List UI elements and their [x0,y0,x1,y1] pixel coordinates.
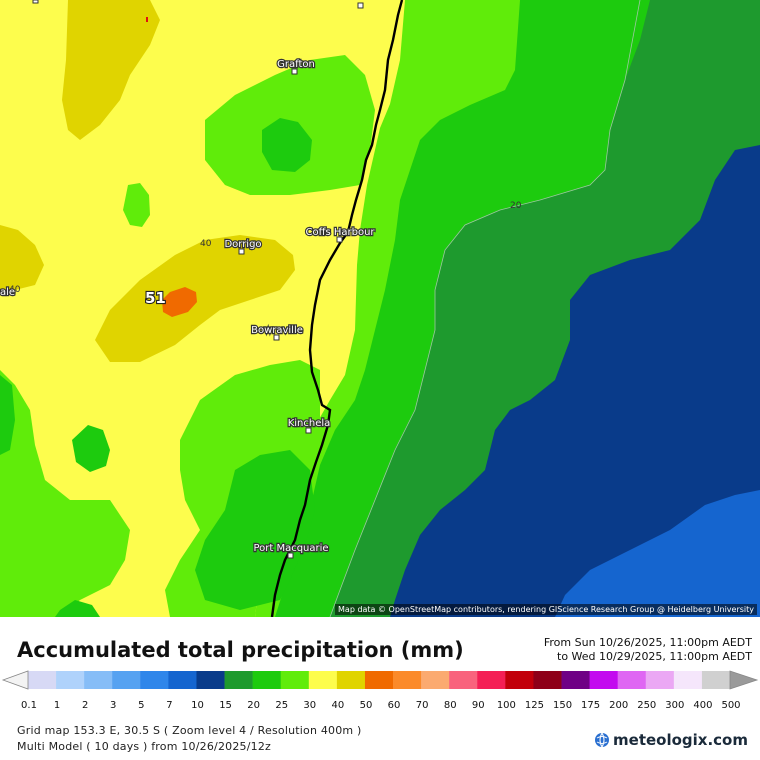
legend-swatch [393,671,422,689]
legend-tick-label: 150 [553,700,572,711]
map-canvas: Grafton Dorrigo Coffs Harbour Bowraville… [0,0,760,617]
legend-tick-label: 10 [191,700,204,711]
legend-tick-label: 200 [609,700,628,711]
red-marker [146,17,148,22]
brand-logo[interactable]: meteologix.com [594,731,748,749]
legend-tick-label: 90 [472,700,485,711]
legend-tick-label: 5 [138,700,144,711]
legend-swatch [140,671,169,689]
legend-swatch [84,671,113,689]
legend-swatch [252,671,282,689]
band-20-25-blob-sw [55,600,100,617]
legend-swatch [421,671,450,689]
band-20-25-south [195,450,315,610]
legend-swatch [477,671,506,689]
legend-tick-label: 1 [54,700,60,711]
city-label-kinchela: Kinchela [288,418,331,429]
globe-icon [595,732,610,748]
band-7-10 [555,490,760,617]
city-label-port-macquarie: Port Macquarie [253,543,328,554]
model-info: Multi Model ( 10 days ) from 10/26/2025/… [17,740,272,753]
legend-tick-label: 60 [388,700,401,711]
city-label-grafton: Grafton [277,59,315,70]
time-range-from: From Sun 10/26/2025, 11:00pm AEDT [543,636,752,649]
band-10-15 [390,145,760,617]
legend-tick-label: 50 [360,700,373,711]
legend-swatch [449,671,478,689]
contour-label-40: 40 [200,239,212,249]
legend-tick-label: 20 [247,700,260,711]
legend-ticks: 0.1 1 2 3 5 7 10 15 20 25 30 40 50 60 70 80 90 100 125 150 1… [21,700,741,711]
legend-tick-label: 70 [416,700,429,711]
legend-swatch [645,671,675,689]
band-20-25-blob-left [0,375,15,455]
legend-tick-label: 2 [82,700,88,711]
contour-line-20 [329,0,641,617]
legend-tick-label: 175 [581,700,600,711]
time-range-to: to Wed 10/29/2025, 11:00pm AEDT [557,650,752,663]
legend-swatch [617,671,647,689]
legend-swatch [56,671,85,689]
city-markers [32,0,364,559]
legend-swatch [701,671,731,689]
band-50-60-peak [162,287,197,317]
legend-title: Accumulated total precipitation (mm) [17,638,464,662]
contour-label-20: 20 [510,201,522,211]
coastline [270,0,404,617]
band-20-25-blob-west [72,425,110,472]
legend-tick-label: 7 [166,700,172,711]
legend-swatches [28,671,731,689]
legend-tick-label: 500 [721,700,740,711]
legend-swatch [505,671,534,689]
legend-tick-label: 40 [332,700,345,711]
contour-label-40-west: 40 [9,285,21,295]
brand-name: meteologix.com [613,731,748,749]
legend-tick-label: 25 [275,700,288,711]
legend-right-arrow [729,670,759,690]
legend-swatch [561,671,590,689]
legend-tick-label: 0.1 [21,700,37,711]
precipitation-map[interactable]: Grafton Dorrigo Coffs Harbour Bowraville… [0,0,760,617]
map-attribution: Map data © OpenStreetMap contributors, r… [335,604,757,615]
legend-swatch [196,671,225,689]
legend-tick-label: 250 [637,700,656,711]
legend-tick-label: 15 [219,700,232,711]
grid-info: Grid map 153.3 E, 30.5 S ( Zoom level 4 … [17,724,362,737]
legend-swatch [112,671,141,689]
legend-swatch [280,671,310,689]
legend-tick-label: 100 [497,700,516,711]
legend-tick-label: 30 [303,700,316,711]
city-label-dorrigo: Dorrigo [224,239,261,250]
band-40-50-west [0,225,44,290]
legend-swatch [673,671,703,689]
band-25-30-south [0,370,130,617]
max-value-label: 51 [145,289,166,307]
legend-swatch [28,671,57,689]
legend-swatch [168,671,197,689]
city-label-coffs-harbour: Coffs Harbour [305,227,375,238]
color-legend: 0.1 1 2 3 5 7 10 15 20 25 30 40 50 60 70 80 90 100 125 150 1… [1,670,759,711]
legend-swatch [336,671,366,689]
legend-left-arrow [1,670,29,690]
legend-tick-label: 3 [110,700,116,711]
band-40-50-north [62,0,160,140]
band-25-30-left-blob [123,183,150,227]
legend-swatch [364,671,394,689]
legend-swatch [224,671,253,689]
legend-tick-label: 80 [444,700,457,711]
band-20-25-blob-north [262,118,312,172]
legend-tick-label: 300 [665,700,684,711]
city-label-bowraville: Bowraville [251,325,303,336]
legend-swatch [533,671,562,689]
legend-swatch [589,671,618,689]
legend-tick-label: 125 [525,700,544,711]
legend-tick-label: 400 [693,700,712,711]
edge-city-label: ale [0,287,15,298]
legend-swatch [308,671,338,689]
